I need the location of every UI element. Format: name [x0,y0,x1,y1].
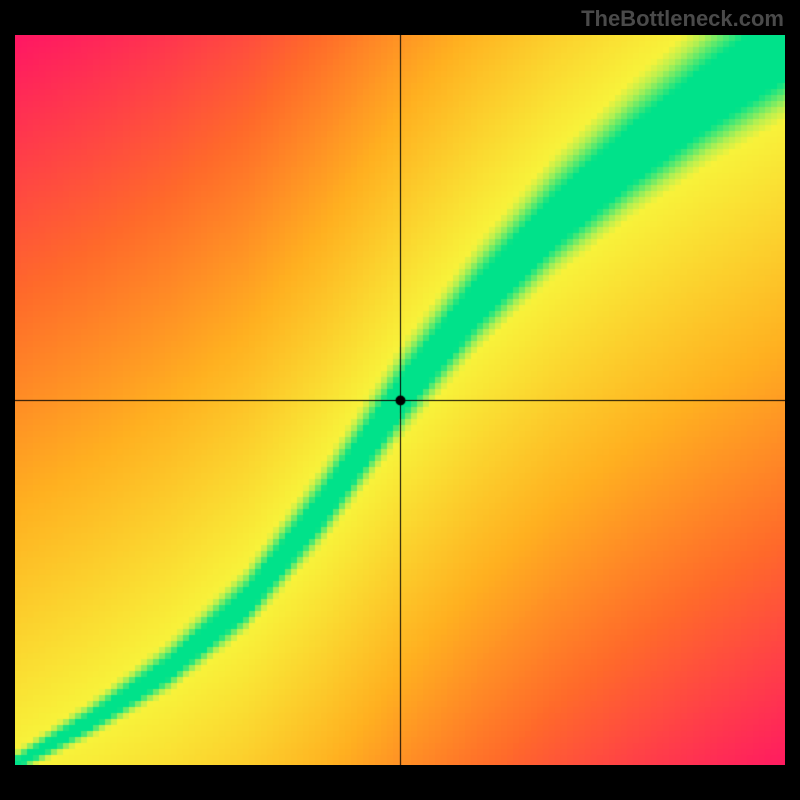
watermark-text: TheBottleneck.com [581,6,784,32]
bottleneck-heatmap [15,35,785,765]
